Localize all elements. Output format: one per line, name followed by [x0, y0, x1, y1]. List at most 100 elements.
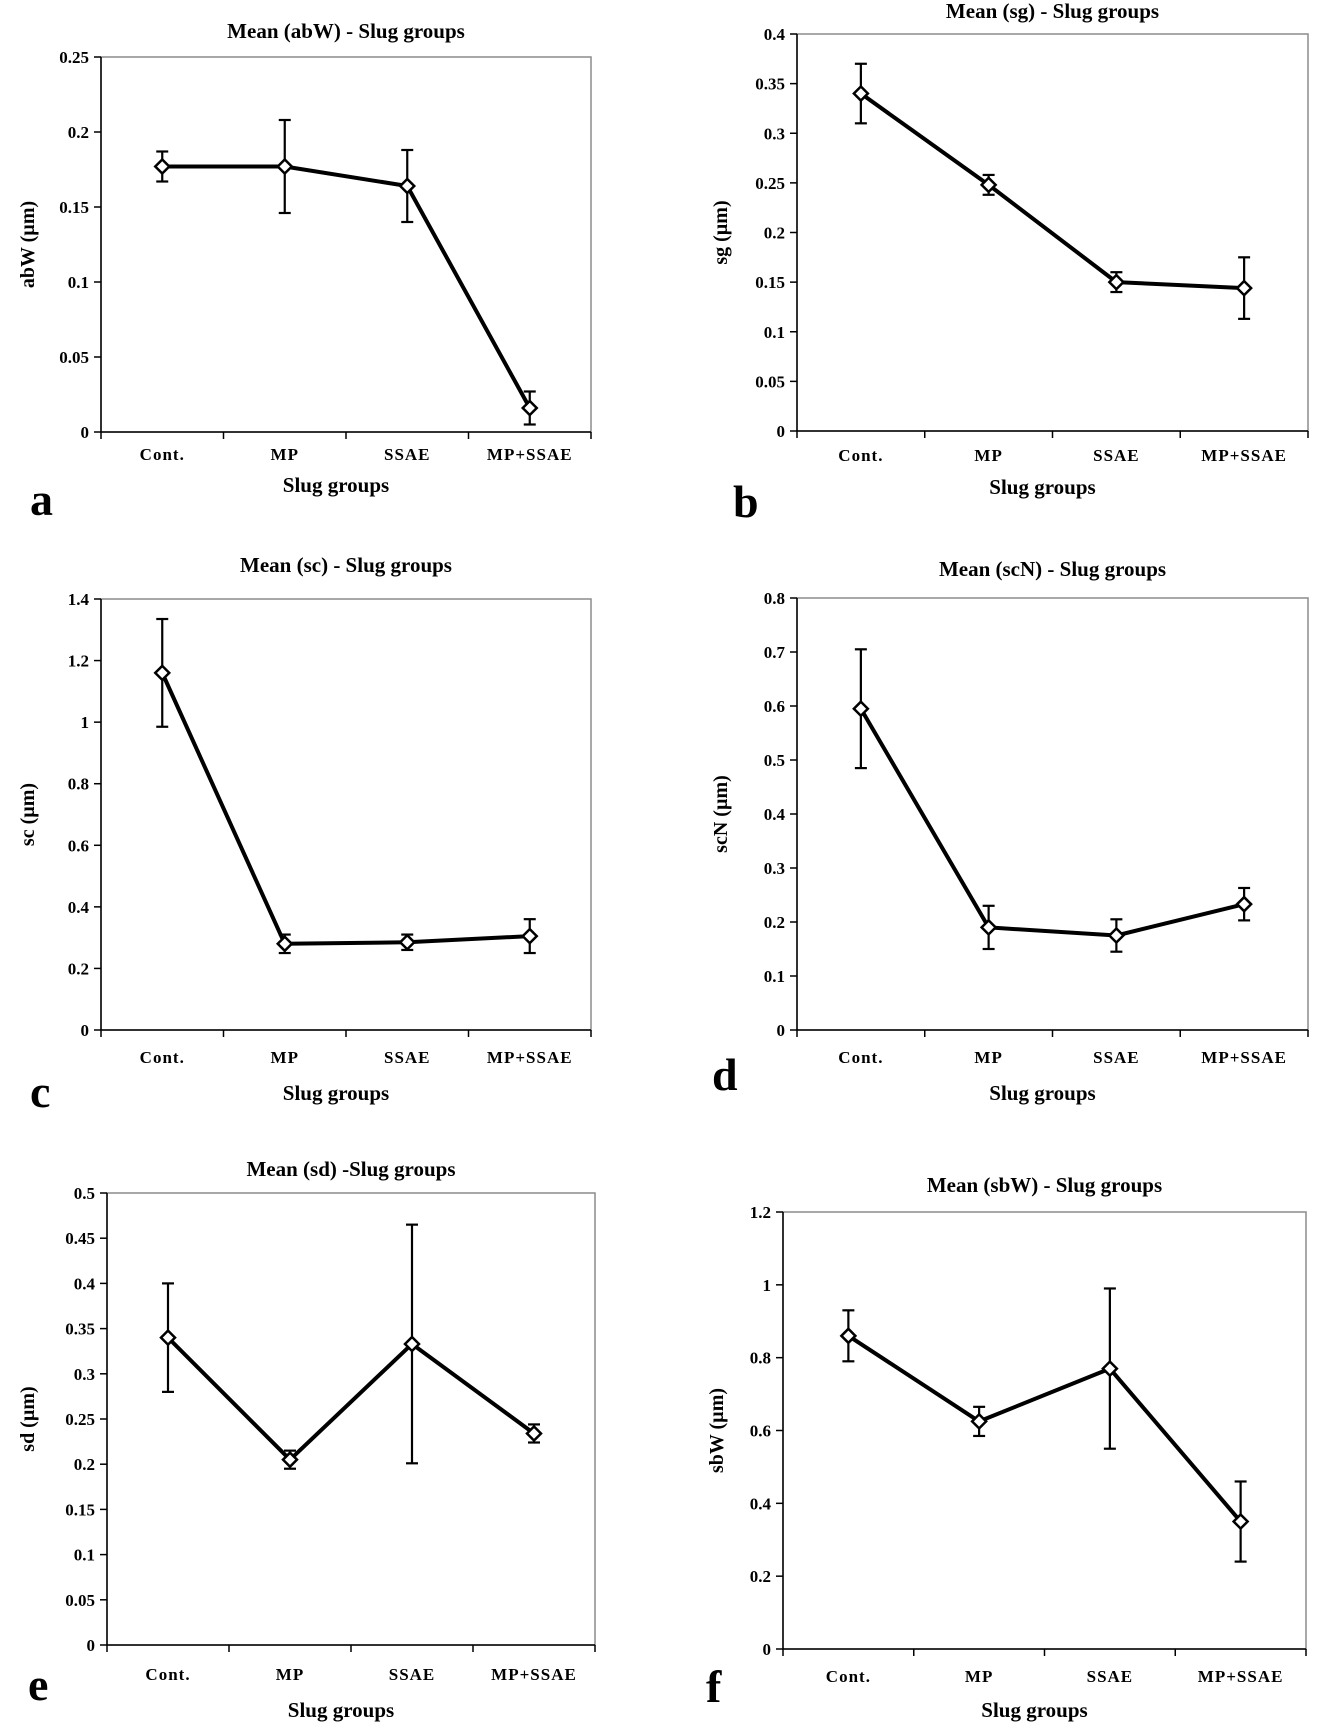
y-tick-label: 0.4: [750, 1494, 772, 1513]
y-tick-label: 0.15: [59, 198, 89, 217]
x-category-label: Cont.: [145, 1665, 190, 1684]
y-axis-title: scN (µm): [710, 775, 732, 853]
x-category-label: MP: [974, 446, 1002, 465]
y-tick-label: 0.35: [65, 1320, 95, 1339]
y-tick-label: 0.25: [755, 174, 785, 193]
y-tick-label: 0.1: [68, 273, 89, 292]
y-axis-title: sd (µm): [17, 1386, 39, 1451]
x-category-label: Cont.: [838, 446, 883, 465]
y-tick-label: 0.05: [65, 1591, 95, 1610]
y-tick-label: 0.1: [764, 323, 785, 342]
x-category-label: Cont.: [140, 1048, 185, 1067]
y-tick-label: 0.35: [755, 75, 785, 94]
panel-letter: a: [30, 474, 53, 525]
x-category-label: MP: [974, 1048, 1002, 1067]
series-line: [160, 672, 530, 946]
data-point-marker: [525, 1424, 543, 1443]
data-point-marker: [159, 1328, 177, 1347]
x-axis-title: Slug groups: [989, 475, 1095, 499]
panel-letter: e: [28, 1659, 48, 1710]
data-point-marker: [275, 935, 294, 953]
chart-panel-f: 0 0.2 0.4 0.6 0.8 1 1.2 Cont. MP SSAE MP+SSAE Mean …: [706, 1173, 1307, 1722]
y-axis-title: sc (µm): [17, 783, 39, 846]
chart-panel-a: 0 0.05 0.1 0.15 0.2 0.25 Cont. MP SSAE MP+SSAE Mea…: [17, 19, 592, 525]
plot-area-frame: [796, 597, 1309, 1031]
y-tick-label: 0.4: [68, 898, 90, 917]
y-tick-label: 0.3: [764, 124, 785, 143]
data-point-marker: [839, 1327, 858, 1345]
chart-panel-d: 0 0.1 0.2 0.3 0.4 0.5 0.6 0.7 0.8 Cont. MP SSAE MP+S…: [710, 557, 1309, 1105]
chart-title: Mean (abW) - Slug groups: [227, 19, 465, 43]
y-tick-label: 0.4: [764, 25, 786, 44]
series-line: [166, 1336, 536, 1462]
x-category-label: MP+SSAE: [1201, 446, 1287, 465]
data-point-marker: [520, 927, 539, 945]
data-point-marker: [1107, 926, 1126, 945]
data-point-marker: [398, 933, 417, 952]
chart-title: Mean (scN) - Slug groups: [939, 557, 1166, 581]
data-point-marker: [281, 1450, 299, 1469]
data-point-marker: [1235, 895, 1253, 913]
data-point-marker: [1101, 1359, 1119, 1378]
data-point-marker: [979, 918, 998, 937]
y-axis-title: sbW (µm): [706, 1388, 728, 1473]
x-category-label: MP: [271, 445, 299, 464]
y-tick-label: 1.2: [750, 1203, 771, 1222]
y-tick-label: 0.8: [764, 589, 785, 608]
x-category-label: MP: [276, 1665, 304, 1684]
y-tick-label: 0: [763, 1640, 772, 1659]
data-point-marker: [970, 1412, 988, 1431]
x-category-label: SSAE: [389, 1665, 436, 1684]
y-tick-label: 0.1: [74, 1546, 95, 1565]
chart-title: Mean (sg) - Slug groups: [946, 0, 1159, 23]
y-tick-label: 0.6: [750, 1422, 771, 1441]
y-tick-label: 1.2: [68, 652, 89, 671]
y-tick-label: 0.2: [68, 123, 89, 142]
y-tick-label: 0.2: [68, 959, 89, 978]
y-tick-label: 0: [777, 1021, 786, 1040]
x-axis-title: Slug groups: [283, 473, 389, 497]
data-point-marker: [852, 84, 870, 103]
y-tick-label: 0.4: [74, 1274, 96, 1293]
x-category-label: SSAE: [384, 445, 431, 464]
y-tick-label: 0.05: [755, 372, 785, 391]
plot-area-frame: [100, 56, 592, 433]
data-point-marker: [520, 399, 539, 417]
x-category-label: SSAE: [384, 1048, 431, 1067]
y-tick-label: 0.2: [764, 913, 785, 932]
y-tick-label: 0.2: [74, 1455, 95, 1474]
panel-letter: f: [706, 1661, 722, 1712]
y-tick-label: 0: [81, 1021, 90, 1040]
y-tick-label: 0.25: [65, 1410, 95, 1429]
y-axis-title: sg (µm): [710, 200, 732, 264]
x-axis-title: Slug groups: [989, 1081, 1095, 1105]
data-point-marker: [1231, 1512, 1250, 1531]
y-tick-label: 0.45: [65, 1229, 95, 1248]
panel-letter: c: [30, 1066, 50, 1117]
y-tick-label: 0.6: [764, 697, 785, 716]
series-line: [162, 164, 532, 409]
chart-title: Mean (sbW) - Slug groups: [927, 1173, 1162, 1197]
y-tick-label: 1: [763, 1276, 772, 1295]
y-tick-label: 0.4: [764, 805, 786, 824]
y-tick-label: 0.1: [764, 967, 785, 986]
y-tick-label: 0: [777, 422, 786, 441]
x-category-label: SSAE: [1093, 1048, 1140, 1067]
x-category-label: MP: [271, 1048, 299, 1067]
plot-area-frame: [782, 1211, 1307, 1650]
plot-area-frame: [106, 1192, 596, 1646]
x-category-label: SSAE: [1087, 1667, 1134, 1686]
y-tick-label: 0.25: [59, 48, 89, 67]
data-point-marker: [1235, 279, 1253, 297]
y-axis-title: abW (µm): [17, 201, 39, 288]
y-tick-label: 0.2: [764, 224, 785, 243]
data-point-marker: [979, 176, 998, 194]
chart-title: Mean (sd) -Slug groups: [246, 1157, 455, 1181]
y-tick-label: 0.3: [764, 859, 785, 878]
x-category-label: SSAE: [1093, 446, 1140, 465]
x-category-label: MP: [965, 1667, 993, 1686]
y-tick-label: 0.05: [59, 348, 89, 367]
x-category-label: MP+SSAE: [1198, 1667, 1284, 1686]
y-tick-label: 0.5: [74, 1184, 95, 1203]
